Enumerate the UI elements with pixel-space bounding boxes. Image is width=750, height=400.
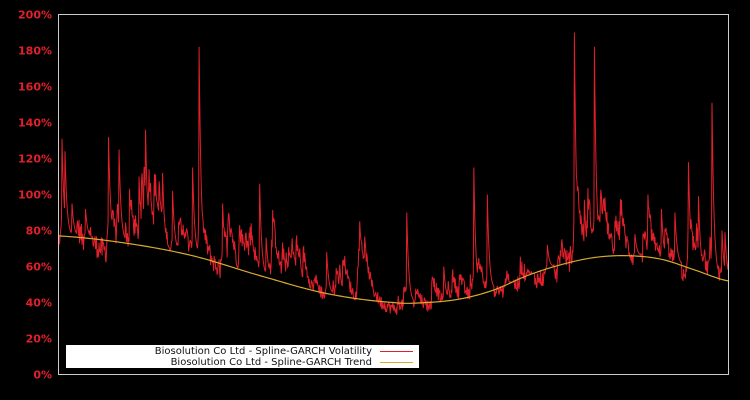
trend-line bbox=[58, 235, 729, 304]
legend-item-volatility: Biosolution Co Ltd - Spline-GARCH Volati… bbox=[155, 345, 413, 357]
plot-area bbox=[58, 32, 729, 315]
y-tick-label: 60% bbox=[26, 261, 52, 274]
y-tick-label: 80% bbox=[26, 225, 52, 238]
y-tick-label: 20% bbox=[26, 333, 52, 346]
chart-legend: Biosolution Co Ltd - Spline-GARCH Volati… bbox=[66, 345, 419, 368]
legend-label-volatility: Biosolution Co Ltd - Spline-GARCH Volati… bbox=[154, 345, 372, 357]
y-tick-label: 140% bbox=[18, 117, 52, 130]
y-tick-label: 0% bbox=[33, 369, 52, 382]
y-tick-label: 180% bbox=[18, 45, 52, 58]
y-tick-label: 40% bbox=[26, 297, 52, 310]
volatility-line bbox=[58, 32, 729, 315]
y-axis-ticks: 0% 20% 40% 60% 80% 100% 120% 140% 160% 180% 200% bbox=[18, 9, 52, 382]
legend-label-trend: Biosolution Co Ltd - Spline-GARCH Trend bbox=[170, 356, 372, 368]
legend-swatch-trend bbox=[380, 361, 413, 363]
y-tick-label: 160% bbox=[18, 81, 52, 94]
legend-swatch-volatility bbox=[380, 350, 413, 352]
y-tick-label: 120% bbox=[18, 153, 52, 166]
plot-frame bbox=[58, 14, 729, 375]
legend-item-trend: Biosolution Co Ltd - Spline-GARCH Trend bbox=[171, 356, 413, 368]
y-tick-label: 100% bbox=[18, 189, 52, 202]
y-tick-label: 200% bbox=[18, 9, 52, 22]
